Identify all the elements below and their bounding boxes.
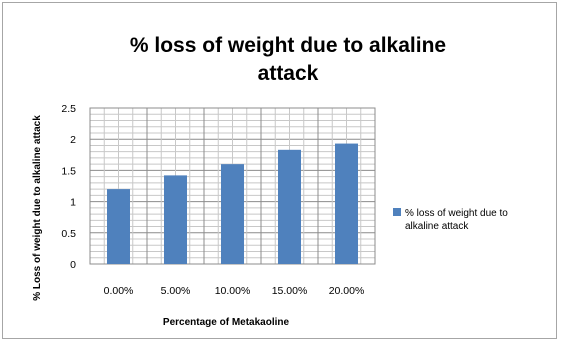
legend-label-line-1: % loss of weight due to (405, 208, 508, 219)
y-tick-labels: 0 0.5 1 1.5 2 2.5 (61, 103, 76, 271)
x-tick-labels: 0.00% 5.00% 10.00% 15.00% 20.00% (104, 285, 365, 297)
y-tick-label: 0.5 (61, 228, 76, 240)
y-tick-label: 1 (70, 197, 76, 209)
bar-series (107, 143, 358, 264)
y-tick-label: 2 (70, 134, 76, 146)
x-tick-label: 5.00% (161, 285, 191, 297)
bar-000-percent (107, 189, 130, 264)
x-tick-label: 0.00% (104, 285, 134, 297)
legend-label-line-2: alkaline attack (405, 221, 469, 232)
bar-1000-percent (221, 164, 244, 264)
chart-title-line-1: % loss of weight due to alkaline (130, 34, 446, 57)
x-tick-label: 15.00% (272, 285, 308, 297)
y-tick-label: 2.5 (61, 103, 76, 115)
legend-swatch (393, 208, 401, 216)
x-axis-title: Percentage of Metakaoline (163, 317, 290, 328)
chart-title-line-2: attack (258, 62, 319, 85)
bar-2000-percent (335, 143, 358, 264)
bar-1500-percent (278, 149, 301, 264)
y-axis-title: % Loss of weight due to alkaline attack (32, 115, 43, 301)
y-tick-label: 1.5 (61, 165, 76, 177)
y-tick-label: 0 (70, 259, 76, 271)
x-tick-label: 20.00% (329, 285, 365, 297)
bar-500-percent (164, 175, 187, 264)
x-tick-label: 10.00% (215, 285, 251, 297)
